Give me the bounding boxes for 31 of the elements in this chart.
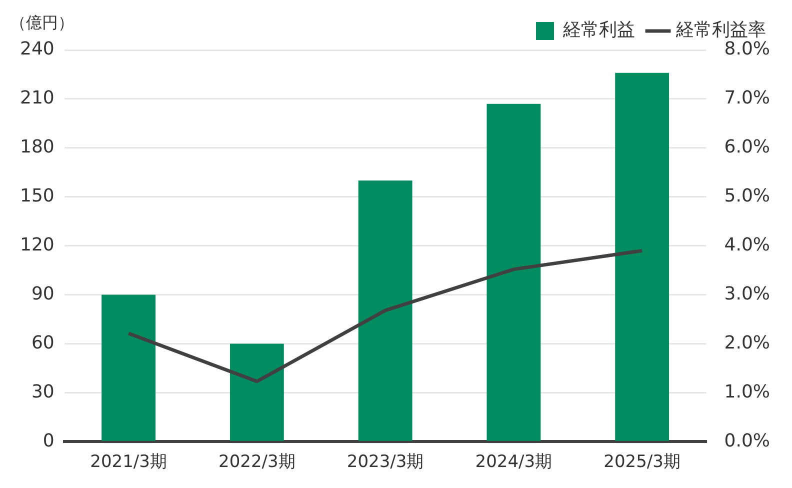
x-tick-label: 2022/3期 [218, 452, 296, 472]
bar [102, 294, 156, 441]
y2-tick-label: 2.0% [724, 332, 770, 354]
y2-tick-label: 5.0% [724, 186, 770, 207]
x-tick-label: 2024/3期 [475, 452, 552, 472]
y2-tick-label: 4.0% [724, 234, 770, 256]
y2-tick-label: 7.0% [724, 88, 770, 109]
y-tick-label: 90 [31, 283, 54, 304]
y-tick-label: 240 [20, 38, 54, 60]
y-tick-label: 30 [31, 381, 54, 402]
y-tick-label: 210 [20, 88, 54, 109]
y2-tick-label: 6.0% [724, 136, 770, 158]
legend-label: 経常利益率 [675, 20, 766, 41]
y-tick-label: 180 [20, 136, 54, 158]
y2-tick-label: 0.0% [724, 430, 770, 452]
bar [615, 72, 670, 441]
y2-tick-label: 1.0% [724, 381, 770, 402]
y-axis-title: （億円） [10, 13, 74, 32]
x-tick-label: 2023/3期 [346, 452, 424, 472]
y2-tick-label: 8.0% [724, 38, 770, 60]
y-tick-label: 60 [31, 332, 54, 354]
legend-label: 経常利益 [562, 20, 635, 41]
y-tick-label: 0 [42, 430, 54, 452]
bar [486, 104, 541, 441]
y2-tick-label: 3.0% [724, 283, 770, 304]
bar [358, 180, 412, 441]
x-tick-label: 2025/3期 [604, 452, 680, 472]
y-tick-label: 120 [20, 234, 54, 256]
bar [230, 344, 284, 441]
y-tick-label: 150 [20, 186, 54, 207]
x-tick-label: 2021/3期 [90, 452, 167, 472]
